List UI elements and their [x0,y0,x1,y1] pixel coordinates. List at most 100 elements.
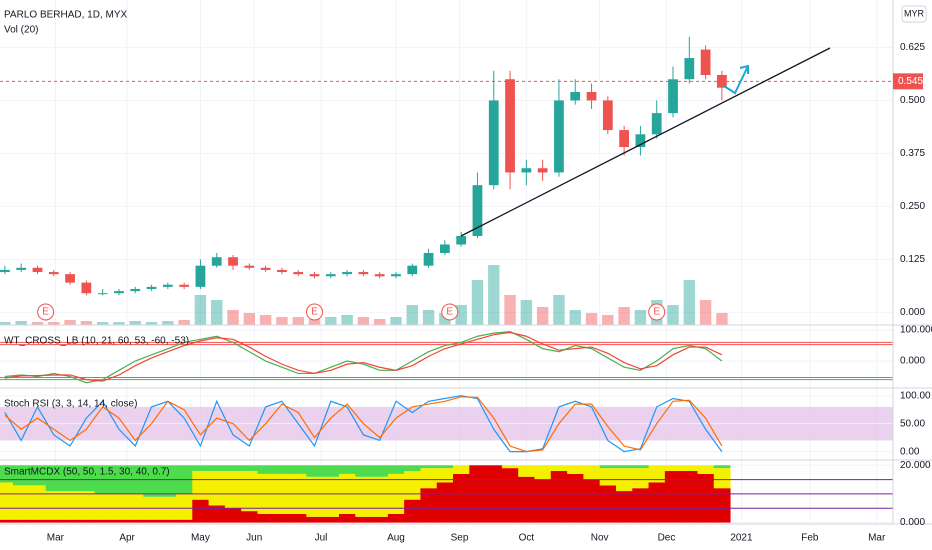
last-price-box [893,73,923,90]
volume-bar [373,319,386,325]
x-tick-label: 2021 [730,533,753,544]
mcdx-bar [371,476,389,517]
volume-bar [634,310,647,325]
mcdx-bar [78,519,96,523]
x-tick-label: Feb [801,533,819,544]
earnings-label: E [42,307,49,318]
wt-label: WT_CROSS_LB (10, 21, 60, 53, -60, -53) [4,336,189,347]
candle-body [342,272,352,275]
mcdx-bar [110,519,128,523]
candle-body [146,286,157,289]
earnings-marker [37,303,55,321]
candle-body [570,91,581,101]
volume-bar [292,317,304,325]
mcdx-bar [355,476,373,517]
currency: MYR [904,8,925,18]
candle-body [439,244,450,253]
mcdx-bar [13,519,30,523]
mcdx-bar [224,471,242,509]
mcdx-bar [583,479,601,523]
mcdx-bar [143,519,161,523]
mcdx-bar [338,465,356,474]
mcdx-bar [615,491,633,523]
candle-body [114,291,124,294]
chart-title: PARLO BERHAD, 1D, MYX [4,10,128,21]
x-tick-label: Jul [315,533,328,544]
volume-bar [31,322,44,325]
mcdx-bar [290,465,307,474]
mcdx-bar [387,513,405,523]
volume-bar [667,305,679,325]
mcdx-bar [192,465,210,472]
mcdx-bar [306,516,324,523]
volume-bar [439,313,451,325]
mcdx-bar [648,482,666,523]
y-tick-label: 100.00 [900,390,931,401]
trend-line [460,47,831,237]
y-tick-label: 0.500 [900,95,925,106]
mcdx-bar [322,516,340,523]
volume-bar [488,265,500,325]
volume-bar [259,315,272,325]
candle-body [228,257,238,266]
volume-bar [357,317,370,325]
volume-bar [618,307,630,325]
mcdx-bar [29,465,47,486]
y-tick-label: 100.000 [900,325,932,336]
mcdx-bar [355,516,373,523]
mcdx-bar [664,465,682,472]
mcdx-bar [224,508,242,523]
candle-body [0,269,10,273]
candle-body [195,265,206,287]
candle-body [374,274,385,277]
mcdx-bar [208,505,226,523]
mcdx-bar [0,519,14,523]
last-price-label: 0.545 [898,76,923,87]
volume-bar [569,310,581,325]
indicator-line [4,395,723,453]
mcdx-bar [175,493,193,520]
currency-box[interactable] [901,5,927,23]
mcdx-bar [61,519,79,523]
y-tick-label: 0.125 [900,254,925,265]
y-tick-label: 0.375 [900,148,925,159]
candle-body [407,265,418,275]
mcdx-bar [45,491,63,520]
mcdx-bar [45,465,63,492]
indicator-line [4,330,723,384]
volume-bar [227,310,239,325]
candle-body [537,168,548,173]
mcdx-bar [599,465,617,469]
x-tick-label: Jun [246,533,262,544]
mcdx-bar [632,465,650,469]
x-tick-label: Nov [591,533,609,544]
volume-bar [406,305,418,325]
candle-body [48,272,59,275]
mcdx-bar [355,465,373,477]
volume-bar [276,317,288,325]
candle-body [668,79,678,114]
earnings-marker [648,303,666,321]
mcdx-bar [175,519,193,523]
mcdx-bar [13,465,30,486]
mcdx-bar [78,491,96,520]
candle-body [456,236,467,245]
earnings-label: E [446,307,453,318]
volume-bar [471,280,484,325]
mcdx-bar [713,465,731,469]
volume-bar [113,322,125,325]
candle-body [179,284,190,287]
y-tick-label: 0.000 [900,517,925,528]
volume-bar [553,295,565,325]
x-tick-label: Oct [519,533,535,544]
candle-body [260,267,271,270]
candle-body [602,100,613,131]
volume-bar [308,319,321,325]
candle-body [554,100,564,173]
mcdx-bar [159,519,177,523]
mcdx-bar [664,471,682,523]
volume-bar [422,310,435,325]
volume-bar [536,307,549,325]
mcdx-bar [420,465,438,469]
